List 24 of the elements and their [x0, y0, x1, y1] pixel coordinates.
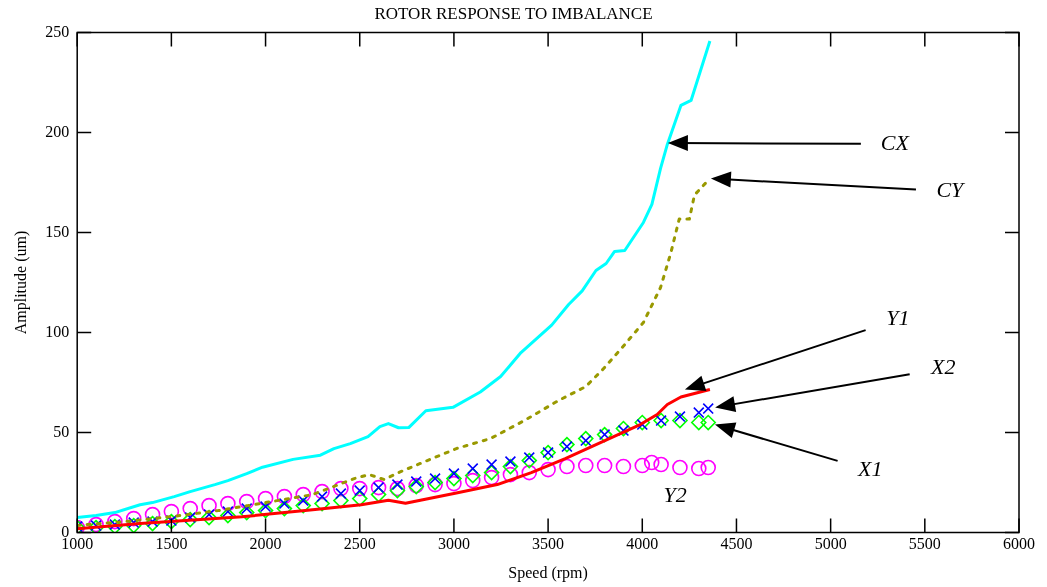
x-tick-label: 3500	[532, 535, 565, 553]
y-tick-label: 250	[45, 22, 70, 40]
text: X1	[856, 456, 883, 482]
text: X2	[929, 354, 956, 380]
x-tick-label: 1500	[155, 535, 188, 553]
x-axis-title: Speed (rpm)	[508, 563, 588, 582]
y-axis-title: Amplitude (um)	[11, 230, 30, 335]
x-tick-label: 5000	[814, 535, 847, 553]
series-label: Y2	[663, 482, 687, 508]
y-tick-label: 50	[53, 422, 70, 440]
x-tick-label: 4000	[626, 535, 659, 553]
text: CX	[880, 129, 911, 155]
x-tick-label: 2000	[249, 535, 282, 553]
y-tick-label: 200	[45, 122, 70, 140]
text: CY	[936, 177, 967, 203]
y-tick-label: 100	[45, 322, 70, 340]
x-tick-label: 6000	[1003, 535, 1035, 553]
x-tick-label: 2500	[343, 535, 376, 553]
x-tick-label: 5500	[908, 535, 941, 553]
x-tick-label: 3000	[437, 535, 470, 553]
chart-title: ROTOR RESPONSE TO IMBALANCE	[374, 3, 653, 23]
text: Y1	[886, 305, 910, 331]
x-tick-label: 4500	[720, 535, 753, 553]
y-tick-label: 150	[45, 222, 70, 240]
